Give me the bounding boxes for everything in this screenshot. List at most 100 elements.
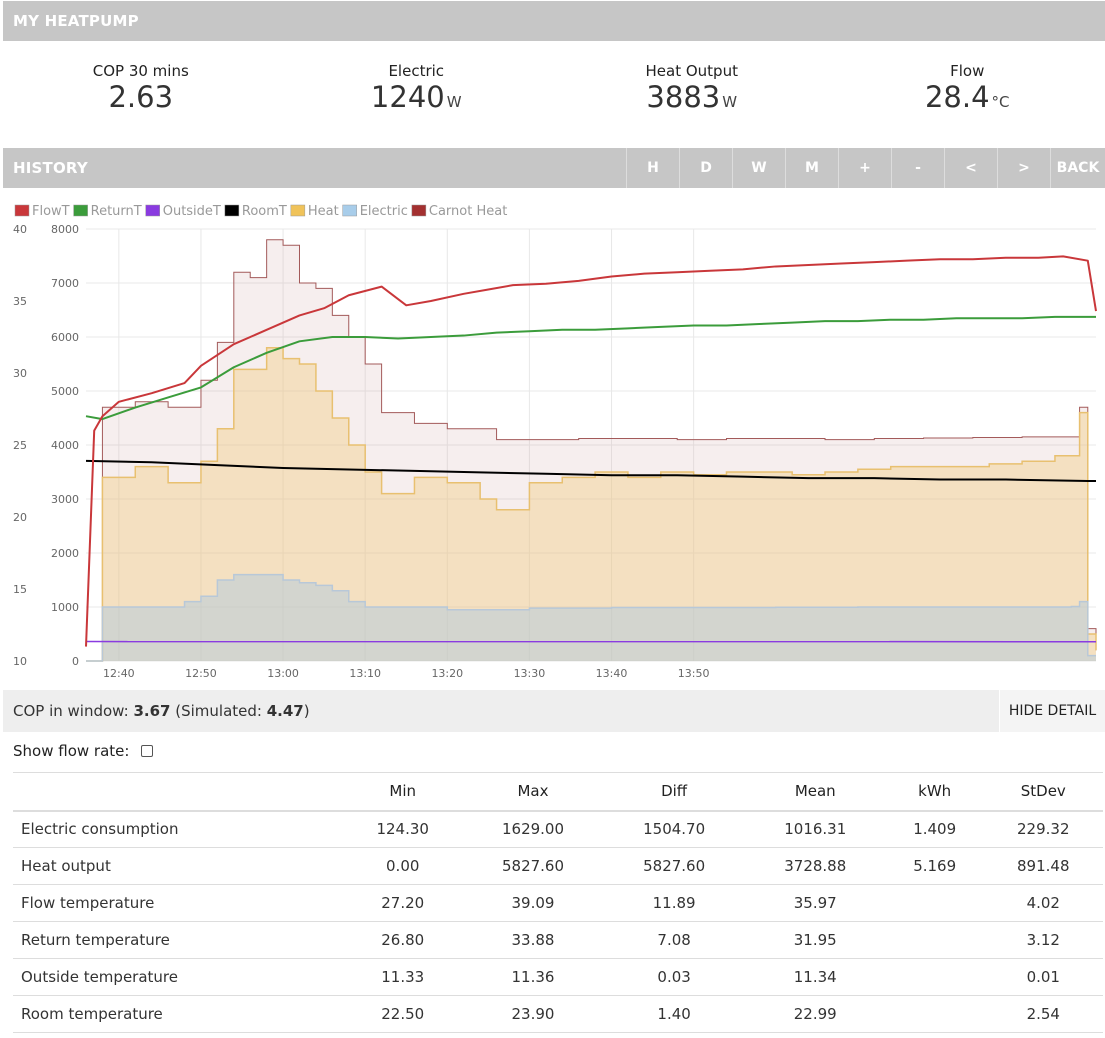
- table-cell: Return temperature: [13, 921, 343, 959]
- table-cell: Flow temperature: [13, 884, 343, 922]
- series-line-heat: [86, 347, 1097, 662]
- pan-right-button[interactable]: >: [997, 148, 1050, 188]
- table-cell: 11.34: [744, 958, 886, 996]
- table-cell: 3.12: [983, 921, 1103, 959]
- legend-item-outsidet: OutsideT: [145, 204, 221, 219]
- stat-label: Flow: [950, 62, 985, 80]
- x-tick-label: 12:50: [185, 667, 217, 680]
- y-right-tick-label: 2000: [51, 547, 79, 560]
- stat-value: 2.63: [108, 80, 174, 114]
- heatpump-header: MY HEATPUMP: [3, 1, 1105, 41]
- legend-swatch: [224, 204, 240, 217]
- zoom-in-button[interactable]: +: [838, 148, 891, 188]
- table-header: kWh: [885, 772, 984, 812]
- y-right-tick-label: 0: [72, 655, 79, 668]
- stat-label: Electric: [388, 62, 445, 80]
- cop-value: 3.67: [133, 702, 171, 720]
- sim-value: 4.47: [266, 702, 304, 720]
- table-row: Return temperature 26.80 33.88 7.08 31.9…: [13, 921, 1103, 959]
- x-tick-label: 13:50: [678, 667, 710, 680]
- table-row: Electric consumption 124.30 1629.00 1504…: [13, 810, 1103, 848]
- table-cell: Electric consumption: [13, 810, 343, 848]
- table-header: Max: [462, 772, 604, 812]
- x-tick-label: 13:00: [267, 667, 299, 680]
- table-cell: 1629.00: [462, 810, 604, 848]
- y-right-tick-label: 7000: [51, 277, 79, 290]
- legend-label: Heat: [308, 204, 339, 219]
- table-cell: 229.32: [983, 810, 1103, 848]
- y-right-tick-label: 6000: [51, 331, 79, 344]
- legend-item-flowt: FlowT: [14, 204, 70, 219]
- legend-item-roomt: RoomT: [224, 204, 287, 219]
- show-flow-checkbox[interactable]: [141, 745, 154, 757]
- series-line-flowt: [85, 255, 1097, 647]
- stat-unit: °C: [991, 93, 1010, 111]
- hour-button[interactable]: H: [626, 148, 679, 188]
- table-cell: 1.40: [603, 995, 745, 1033]
- live-stats: COP 30 mins 2.63 Electric 1240 W Heat Out…: [3, 42, 1105, 128]
- table-cell: 11.36: [462, 958, 604, 996]
- table-cell: 11.33: [343, 958, 463, 996]
- history-header: HISTORY H D W M + - < > BACK: [3, 148, 1105, 188]
- pan-left-button[interactable]: <: [944, 148, 997, 188]
- history-chart[interactable]: FlowT ReturnT OutsideT RoomT Heat Electric Car…: [3, 196, 1105, 686]
- stat-flow: Flow 28.4 °C: [830, 42, 1105, 128]
- week-button[interactable]: W: [732, 148, 785, 188]
- legend-label: RoomT: [242, 204, 287, 219]
- chart-legend: FlowT ReturnT OutsideT RoomT Heat Electric Car…: [14, 204, 507, 219]
- show-flow-rate: Show flow rate:: [13, 742, 154, 760]
- day-button[interactable]: D: [679, 148, 732, 188]
- series-line-returnt: [85, 315, 1096, 421]
- table-cell: 22.50: [343, 995, 463, 1033]
- table-cell: 22.99: [744, 995, 886, 1033]
- table-cell: 5827.60: [462, 847, 604, 885]
- sim-close: ): [303, 702, 310, 720]
- table-cell: 0.00: [343, 847, 463, 885]
- hide-detail-button[interactable]: HIDE DETAIL: [999, 690, 1105, 732]
- table-row: Outside temperature 11.33 11.36 0.03 11.…: [13, 958, 1103, 996]
- series-line-electric: [86, 573, 1096, 662]
- area-electric: [86, 574, 1096, 661]
- x-tick-label: 13:40: [596, 667, 628, 680]
- table-cell: 39.09: [462, 884, 604, 922]
- table-cell: 7.08: [603, 921, 745, 959]
- legend-label: OutsideT: [163, 204, 221, 219]
- table-cell: 26.80: [343, 921, 463, 959]
- zoom-out-button[interactable]: -: [891, 148, 944, 188]
- table-cell: 3728.88: [744, 847, 886, 885]
- month-button[interactable]: M: [785, 148, 838, 188]
- table-cell: [885, 884, 984, 922]
- legend-label: Carnot Heat: [429, 204, 507, 219]
- table-header: [13, 772, 343, 812]
- y-right-tick-label: 3000: [51, 493, 79, 506]
- legend-item-electric: Electric: [342, 204, 408, 219]
- cop-label: COP in window:: [13, 702, 134, 720]
- x-tick-label: 13:10: [349, 667, 381, 680]
- legend-label: Electric: [360, 204, 408, 219]
- table-cell: 4.02: [983, 884, 1103, 922]
- table-cell: 33.88: [462, 921, 604, 959]
- stats-table: Min Max Diff Mean kWh StDev Electric con…: [13, 772, 1103, 1033]
- history-controls: H D W M + - < > BACK: [626, 148, 1105, 188]
- show-flow-label: Show flow rate:: [13, 742, 130, 760]
- table-cell: Outside temperature: [13, 958, 343, 996]
- legend-item-returnt: ReturnT: [73, 204, 142, 219]
- table-cell: 0.01: [983, 958, 1103, 996]
- table-cell: 31.95: [744, 921, 886, 959]
- stat-label: Heat Output: [645, 62, 738, 80]
- y-left-tick-label: 20: [13, 511, 27, 524]
- table-cell: 1504.70: [603, 810, 745, 848]
- table-cell: Room temperature: [13, 995, 343, 1033]
- stat-value: 1240: [370, 80, 445, 114]
- y-left-tick-label: 15: [13, 583, 27, 596]
- table-cell: [885, 921, 984, 959]
- table-row: Room temperature 22.50 23.90 1.40 22.99 …: [13, 995, 1103, 1033]
- legend-swatch: [73, 204, 88, 217]
- stat-unit: W: [722, 93, 738, 111]
- table-header-row: Min Max Diff Mean kWh StDev: [13, 772, 1103, 812]
- chart-lines: [85, 239, 1097, 662]
- table-cell: 5827.60: [603, 847, 745, 885]
- series-line-roomt: [85, 459, 1096, 482]
- back-button[interactable]: BACK: [1050, 148, 1105, 188]
- y-right-tick-label: 4000: [51, 439, 79, 452]
